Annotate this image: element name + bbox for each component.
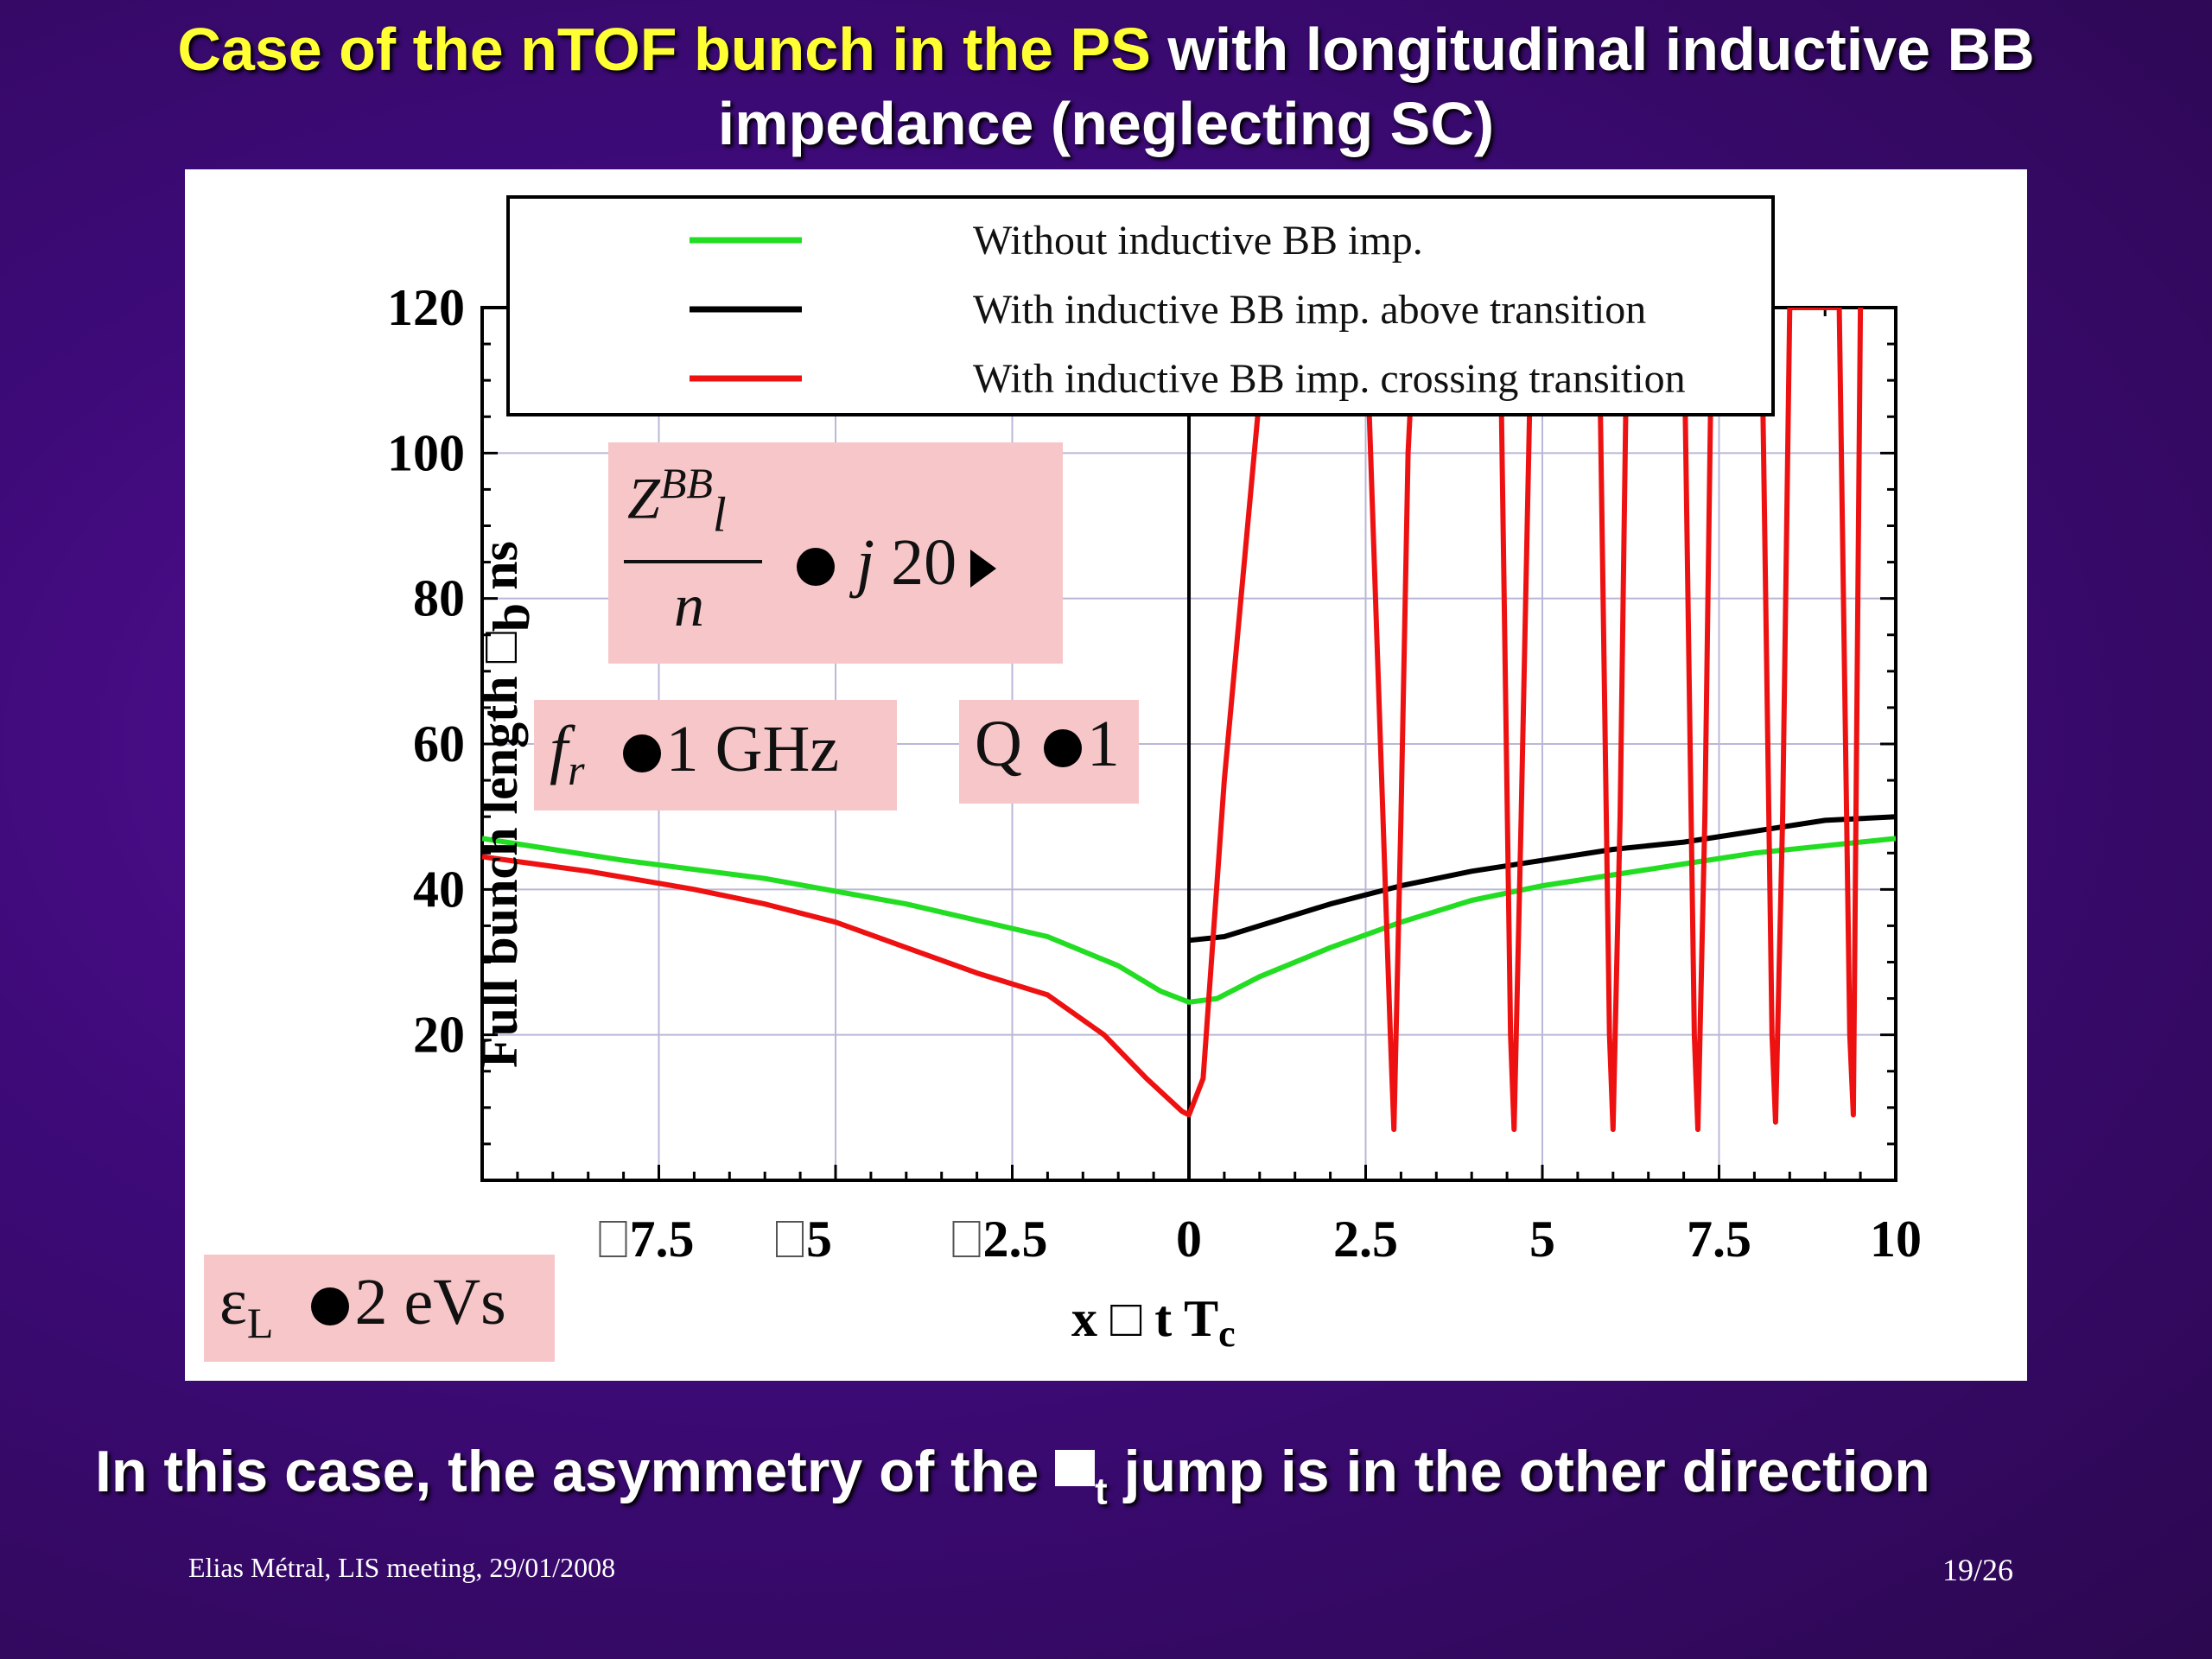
title-rest: with longitudinal inductive BB <box>1150 16 2035 83</box>
title-line2: impedance (neglecting SC) <box>717 90 1495 157</box>
gamma-glyph-icon <box>1055 1450 1096 1486</box>
q-label: Q <box>975 708 1022 780</box>
impedance-param-box: ZBBl n j 20 <box>608 442 1063 664</box>
footer-author: Elias Métral, LIS meeting, 29/01/2008 <box>188 1552 616 1583</box>
impedance-denominator: n <box>674 573 704 639</box>
series-line-1 <box>482 836 1896 1005</box>
impedance-numerator: ZBBl <box>627 459 727 543</box>
x-tick-label: 7.5 <box>1687 1211 1751 1268</box>
x-tick-label: 10 <box>1870 1211 1922 1268</box>
y-tick-label: 60 <box>413 715 465 772</box>
x-axis-label: x □ t Tc <box>1071 1290 1236 1355</box>
x-tick-label: 7.5 <box>630 1211 695 1268</box>
fr-value: 1 GHz <box>665 713 840 785</box>
ohm-glyph-icon <box>970 550 997 588</box>
y-tick-label: 40 <box>413 861 465 918</box>
eps-value: 2 eVs <box>354 1266 506 1338</box>
series-line-3 <box>482 308 1864 1133</box>
y-axis-label: Full bunch length □b ns <box>471 541 540 1068</box>
minus-glyph-icon <box>952 1221 981 1257</box>
y-tick-label: 80 <box>413 570 465 627</box>
x-tick-label: 2.5 <box>1333 1211 1398 1268</box>
quality-factor-box: Q 1 <box>959 700 1139 804</box>
note-sub: t <box>1095 1470 1108 1513</box>
impedance-value: j 20 <box>791 525 997 601</box>
fraction-bar <box>624 560 762 563</box>
eps-sub: L <box>246 1299 274 1348</box>
x-tick-label: 0 <box>1176 1211 1202 1268</box>
equals-dot-icon <box>1043 729 1082 767</box>
note-before: In this case, the asymmetry of the <box>95 1439 1056 1504</box>
note-after: jump is in the other direction <box>1107 1439 1930 1504</box>
equals-dot-icon <box>311 1287 350 1325</box>
chart-panel: 20 40 60 80 100 120 7.5 5 2.5 0 2.5 5 7.5 10 Full bunc… <box>185 169 2027 1381</box>
x-tick-label: 2.5 <box>983 1211 1048 1268</box>
x-tick-label: 5 <box>1529 1211 1555 1268</box>
title-highlight: Case of the nTOF bunch in the PS <box>177 16 1151 83</box>
footer-page-number: 19/26 <box>1942 1553 2014 1587</box>
y-tick-label: 20 <box>413 1007 465 1064</box>
equals-dot-icon <box>622 734 661 772</box>
fr-label: f <box>550 713 569 785</box>
equals-dot-icon <box>797 548 835 586</box>
q-value: 1 <box>1086 708 1120 780</box>
emittance-box: εL 2 eVs <box>204 1255 555 1362</box>
slide-title: Case of the nTOF bunch in the PS with lo… <box>0 12 2212 161</box>
minus-glyph-icon <box>599 1221 627 1257</box>
x-tick-label: 5 <box>806 1211 832 1268</box>
minus-glyph-icon <box>776 1221 804 1257</box>
y-tick-label: 100 <box>387 424 465 481</box>
y-tick-label: 120 <box>387 279 465 336</box>
legend-label-3: With inductive BB imp. crossing transiti… <box>973 356 1686 402</box>
conclusion-note: In this case, the asymmetry of the t jum… <box>95 1438 1930 1514</box>
resonance-frequency-box: fr 1 GHz <box>534 700 897 810</box>
bunch-length-chart: 20 40 60 80 100 120 7.5 5 2.5 0 2.5 5 7.5 10 Full bunc… <box>387 195 1922 1355</box>
legend-label-1: Without inductive BB imp. <box>973 218 1423 264</box>
legend-label-2: With inductive BB imp. above transition <box>973 287 1646 333</box>
eps-label: ε <box>219 1266 247 1338</box>
fr-sub: r <box>568 746 585 795</box>
